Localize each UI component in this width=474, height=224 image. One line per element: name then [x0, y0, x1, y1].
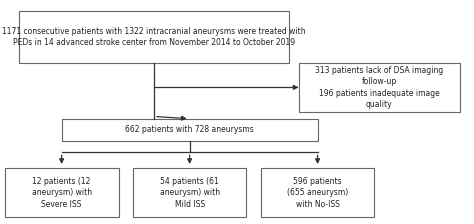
FancyBboxPatch shape — [5, 168, 118, 217]
FancyBboxPatch shape — [62, 119, 318, 141]
Text: 313 patients lack of DSA imaging
follow-up
196 patients inadequate image
quality: 313 patients lack of DSA imaging follow-… — [315, 66, 443, 109]
Text: 1171 consecutive patients with 1322 intracranial aneurysms were treated with
PED: 1171 consecutive patients with 1322 intr… — [2, 27, 306, 47]
Text: 596 patients
(655 aneurysm)
with No-ISS: 596 patients (655 aneurysm) with No-ISS — [287, 177, 348, 209]
FancyBboxPatch shape — [133, 168, 246, 217]
Text: 54 patients (61
aneurysm) with
Mild ISS: 54 patients (61 aneurysm) with Mild ISS — [160, 177, 219, 209]
Text: 12 patients (12
aneurysm) with
Severe ISS: 12 patients (12 aneurysm) with Severe IS… — [32, 177, 91, 209]
Text: 662 patients with 728 aneurysms: 662 patients with 728 aneurysms — [125, 125, 254, 134]
FancyBboxPatch shape — [261, 168, 374, 217]
FancyBboxPatch shape — [19, 11, 289, 63]
FancyBboxPatch shape — [299, 63, 460, 112]
